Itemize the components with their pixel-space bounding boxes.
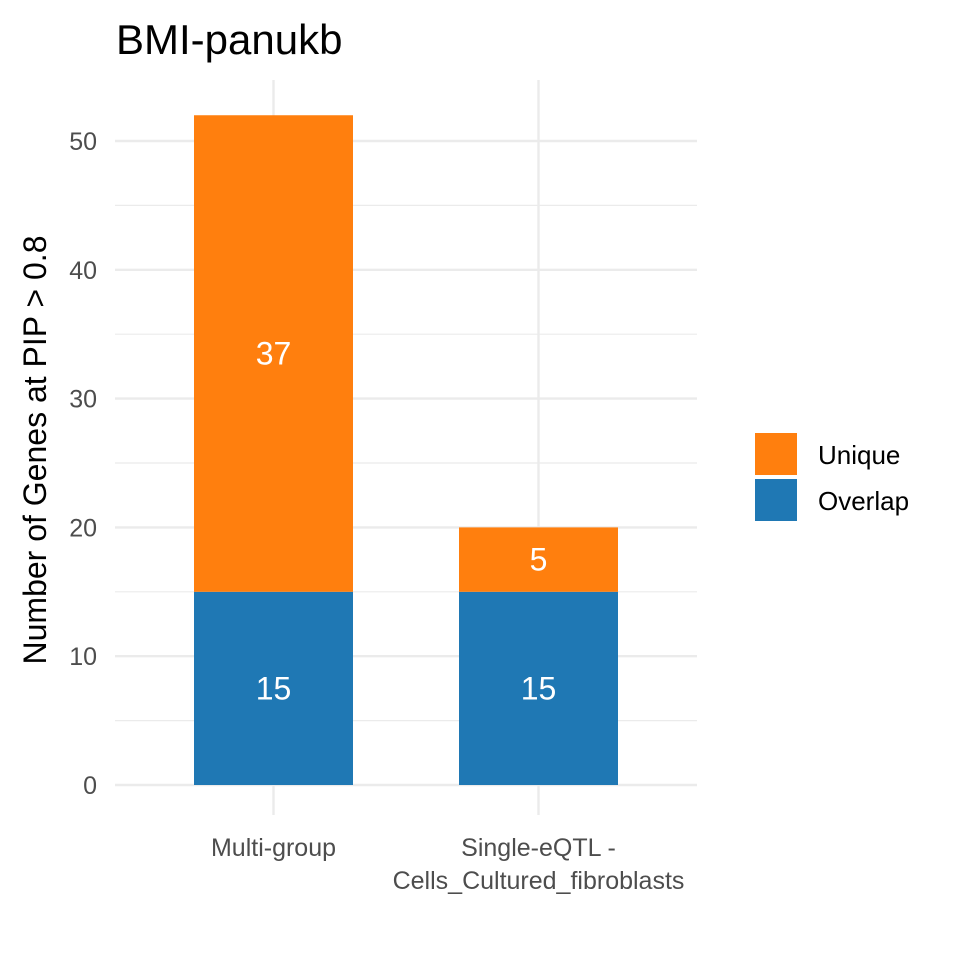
x-tick-label: Single-eQTL - [461,834,616,862]
legend-label-unique: Unique [818,440,900,470]
legend: Unique Overlap [755,433,909,521]
legend-label-overlap: Overlap [818,486,909,516]
y-tick-label: 10 [69,643,97,671]
y-axis-title: Number of Genes at PIP > 0.8 [17,236,53,665]
chart-title: BMI-panukb [116,16,342,63]
x-tick-label: Cells_Cultured_fibroblasts [393,867,685,895]
y-tick-label: 0 [83,772,97,800]
y-tick-label: 40 [69,257,97,285]
y-tick-label: 50 [69,128,97,156]
legend-key-overlap [755,479,797,521]
legend-key-unique [755,433,797,475]
data-label: 37 [256,336,292,372]
data-label: 15 [256,670,292,706]
bar-unique [459,527,618,592]
bar-unique [194,115,353,592]
bar-overlap [459,591,618,785]
bar-overlap [194,591,353,785]
data-label: 15 [521,670,557,706]
x-tick-label: Multi-group [211,834,336,862]
y-tick-label: 30 [69,386,97,414]
data-label: 5 [530,542,548,578]
plot-area: 0 10 20 30 40 50 15 37 15 5 Multi-group Single-eQTL… [69,80,697,895]
y-tick-label: 20 [69,514,97,542]
